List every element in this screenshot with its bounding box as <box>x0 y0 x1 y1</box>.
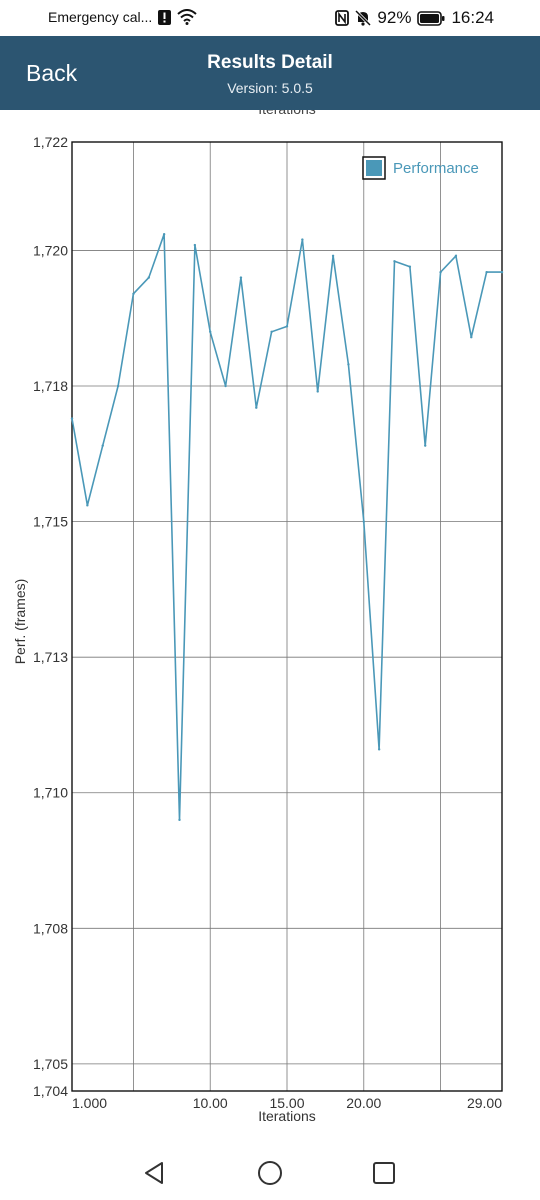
x-tick-label: 1.000 <box>72 1095 107 1111</box>
data-point <box>301 238 304 241</box>
data-point <box>270 330 273 333</box>
data-point <box>70 417 74 420</box>
status-left: Emergency cal... <box>48 9 197 25</box>
data-point <box>147 276 150 279</box>
data-point <box>101 444 104 447</box>
nav-back-button[interactable] <box>140 1158 170 1188</box>
carrier-text: Emergency cal... <box>48 9 153 25</box>
y-tick-label: 1,722 <box>33 134 68 150</box>
data-point <box>209 330 212 333</box>
data-point <box>178 818 181 822</box>
data-point <box>193 243 197 247</box>
back-button[interactable]: Back <box>26 60 78 86</box>
app-header: Back Results Detail Version: 5.0.5 <box>0 36 540 110</box>
x-tick-label: 10.00 <box>193 1095 228 1111</box>
x-tick-label: 20.00 <box>346 1095 381 1111</box>
clock-time: 16:24 <box>451 8 494 27</box>
circle-home-icon <box>258 1161 282 1185</box>
data-point <box>132 292 135 296</box>
data-point <box>408 265 412 268</box>
triangle-back-icon <box>145 1162 163 1184</box>
data-point <box>162 232 166 236</box>
y-tick-label: 1,715 <box>33 514 68 530</box>
y-axis-title: Perf. (frames) <box>12 579 28 665</box>
status-right: 92% 16:24 <box>335 8 494 28</box>
alert-icon <box>158 9 172 25</box>
y-tick-label: 1,718 <box>33 378 68 394</box>
square-recents-icon <box>373 1162 395 1184</box>
x-axis-title: Iterations <box>258 1108 316 1124</box>
data-point <box>439 270 442 274</box>
data-point <box>485 270 488 274</box>
y-tick-label: 1,704 <box>33 1083 68 1099</box>
version-label: Version: 5.0.5 <box>227 80 313 96</box>
legend-label: Performance <box>393 160 479 177</box>
nav-recents-button[interactable] <box>369 1158 399 1188</box>
x-axis-title-top: Iterations <box>258 110 316 117</box>
chart-root: Iterations 1,704 1,705 1,708 1,710 1,713 1,715… <box>12 110 504 1124</box>
data-point <box>454 254 458 258</box>
y-tick-label: 1,713 <box>33 649 68 665</box>
data-point <box>347 363 350 366</box>
data-point <box>285 325 289 328</box>
battery-icon <box>417 10 445 26</box>
status-bar: Emergency cal... 92% 16:24 <box>0 0 540 36</box>
data-point <box>316 390 319 393</box>
legend-swatch <box>366 160 382 176</box>
mute-bell-icon <box>355 10 372 26</box>
nav-home-button[interactable] <box>255 1158 285 1188</box>
data-point <box>470 336 473 339</box>
data-point <box>239 276 243 279</box>
x-tick-label: 29.00 <box>467 1095 502 1111</box>
data-point <box>424 444 427 447</box>
y-tick-label: 1,705 <box>33 1056 68 1072</box>
performance-chart[interactable]: Iterations 1,704 1,705 1,708 1,710 1,713 1,715… <box>0 110 540 1140</box>
y-tick-label: 1,708 <box>33 920 68 936</box>
data-point <box>255 406 258 409</box>
y-tick-label: 1,720 <box>33 242 68 258</box>
battery-percent: 92% <box>377 8 412 27</box>
data-point <box>116 384 120 388</box>
data-point <box>393 260 396 263</box>
plot-frame <box>71 141 503 1092</box>
navigation-bar <box>0 1140 540 1200</box>
x-tick-label: 15.00 <box>269 1095 304 1111</box>
data-point <box>500 270 504 274</box>
data-point <box>362 520 365 523</box>
data-point <box>331 254 335 258</box>
data-point <box>224 384 227 388</box>
nfc-icon <box>335 10 350 26</box>
page-title: Results Detail <box>207 52 333 73</box>
wifi-icon <box>177 9 197 25</box>
y-tick-label: 1,710 <box>33 785 68 801</box>
data-point <box>86 504 89 507</box>
data-point <box>377 748 381 751</box>
